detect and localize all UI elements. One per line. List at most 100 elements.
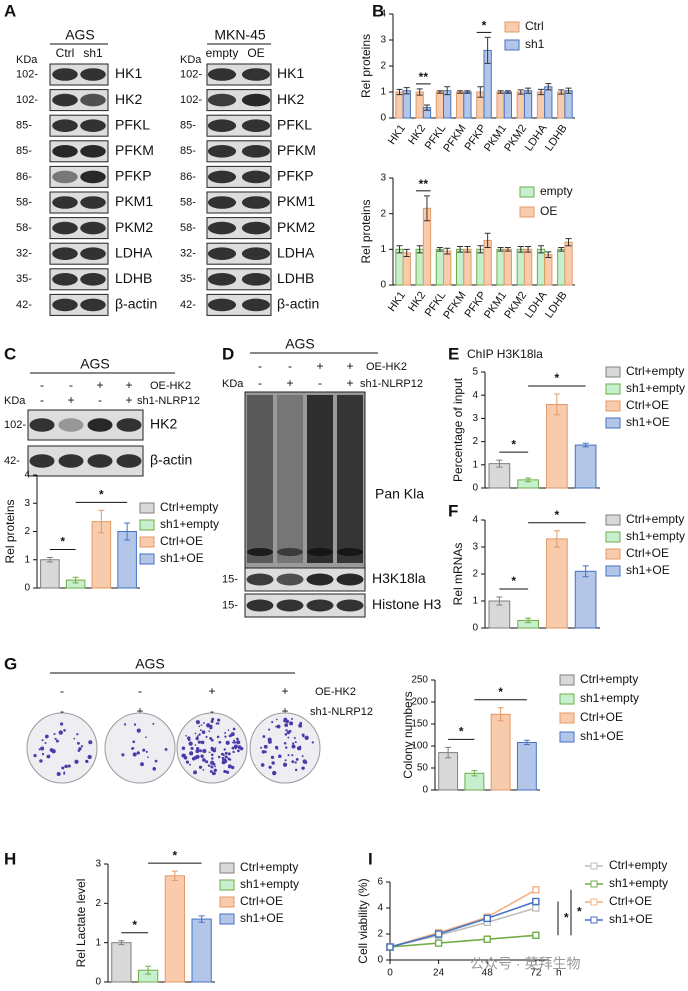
y-tick-label: 4 — [377, 903, 383, 914]
significance: * — [577, 905, 582, 919]
colony — [49, 748, 54, 752]
legend-label: Ctrl+OE — [626, 546, 669, 560]
bar — [463, 91, 472, 119]
error-bar — [436, 90, 443, 94]
colony — [283, 742, 287, 745]
band — [52, 145, 78, 158]
error-bar — [145, 965, 152, 975]
band — [52, 247, 78, 260]
significance: * — [511, 437, 516, 451]
error-bar — [416, 245, 423, 254]
sign: + — [346, 376, 353, 390]
colony — [210, 746, 214, 750]
colony — [291, 760, 295, 764]
band — [116, 454, 142, 468]
panel-letter: B — [372, 1, 384, 20]
colony — [203, 722, 205, 724]
colony — [205, 735, 208, 739]
y-tick-label: 4 — [380, 9, 386, 20]
legend-swatch — [559, 674, 575, 686]
colony — [213, 768, 217, 772]
legend-swatch — [559, 712, 575, 724]
legend-swatch — [219, 862, 235, 874]
y-axis-label: Rel proteins — [3, 499, 17, 563]
error-bar — [517, 245, 524, 253]
colony — [55, 739, 59, 743]
protein-label: PKM2 — [115, 219, 153, 235]
lane-label: Ctrl — [56, 46, 75, 60]
sign: + — [96, 378, 103, 392]
colony — [73, 737, 76, 740]
error-bar — [496, 459, 503, 468]
panel-letter: A — [4, 1, 16, 20]
legend-label: Ctrl+OE — [240, 894, 283, 908]
y-tick-label: 50 — [417, 763, 429, 774]
sign: - — [60, 684, 64, 698]
colony — [208, 751, 211, 754]
band — [29, 418, 55, 432]
bar — [496, 248, 505, 286]
sign: - — [69, 378, 73, 392]
colony — [284, 723, 289, 728]
legend-swatch — [605, 417, 621, 429]
error-bar — [553, 530, 560, 548]
legend-swatch — [139, 536, 155, 548]
colony — [64, 764, 68, 769]
colony — [63, 772, 66, 775]
protein-label: H3K18la — [372, 570, 426, 586]
colony — [58, 730, 63, 735]
legend-marker — [590, 862, 598, 870]
y-axis-label: Rel Lactate level — [74, 879, 88, 968]
colony — [216, 735, 220, 739]
colony — [211, 757, 214, 760]
error-bar — [98, 509, 105, 534]
line — [389, 889, 537, 948]
colony — [38, 748, 41, 751]
marker-label: 15- — [222, 573, 238, 585]
colony — [234, 747, 237, 750]
y-tick-label: 0 — [472, 623, 478, 634]
bar — [564, 241, 573, 286]
error-bar — [497, 90, 504, 94]
colony — [54, 737, 57, 741]
colony — [286, 730, 291, 735]
colony — [217, 722, 220, 725]
error-bar — [558, 247, 565, 252]
error-bar — [497, 707, 504, 722]
y-tick-label: 4 — [472, 390, 478, 401]
band — [247, 548, 273, 556]
sign: + — [67, 393, 74, 407]
colony — [78, 747, 82, 751]
legend-label: sh1+empty — [160, 517, 219, 531]
band — [80, 68, 106, 81]
band — [241, 170, 271, 184]
y-axis-label: Cell viability (%) — [356, 878, 370, 963]
colony — [236, 740, 241, 745]
band — [246, 573, 274, 586]
sign: - — [258, 359, 262, 373]
legend-swatch — [219, 896, 235, 908]
colony — [214, 747, 217, 749]
colony — [189, 751, 194, 756]
legend-swatch — [605, 366, 621, 378]
significance: * — [555, 371, 560, 385]
colony — [293, 737, 296, 740]
legend-marker — [590, 880, 598, 888]
colony — [194, 732, 197, 735]
panel-letter: E — [448, 344, 459, 363]
band — [207, 196, 237, 209]
significance: * — [60, 535, 65, 549]
error-bar — [523, 739, 530, 746]
colony — [199, 729, 202, 732]
colony — [224, 732, 226, 734]
protein-label: PKM1 — [115, 193, 153, 209]
condition-label: sh1-NLRP12 — [310, 706, 373, 718]
bar — [557, 248, 566, 286]
colony — [190, 746, 194, 750]
protein-label: β-actin — [115, 296, 157, 312]
panel-letter: F — [448, 501, 458, 520]
colony — [154, 759, 158, 763]
colony — [224, 735, 227, 738]
colony — [121, 753, 125, 757]
colony — [233, 741, 237, 744]
